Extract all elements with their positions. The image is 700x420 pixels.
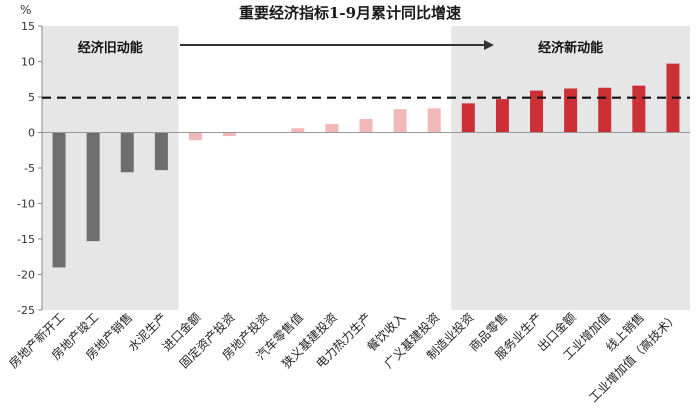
bar — [223, 132, 237, 137]
y-tick-label: 0 — [28, 127, 35, 140]
bar — [291, 128, 305, 133]
bar — [86, 132, 100, 242]
y-tick-label: -5 — [24, 162, 35, 175]
bar — [461, 103, 475, 133]
transition-arrow-head — [484, 40, 494, 50]
bar — [359, 119, 373, 133]
new-momentum-zone — [451, 26, 690, 310]
y-unit-label: % — [20, 3, 32, 17]
bar — [188, 132, 202, 141]
bar — [598, 87, 612, 133]
bar — [427, 108, 441, 133]
bar — [564, 88, 578, 133]
y-tick-label: -20 — [17, 269, 35, 282]
bar — [393, 109, 407, 133]
bar — [154, 132, 168, 171]
y-tick-label: 10 — [21, 56, 35, 69]
y-tick-label: -25 — [17, 304, 35, 317]
y-tick-label: 15 — [21, 20, 35, 33]
new-momentum-label: 经济新动能 — [538, 40, 603, 56]
bar — [325, 123, 339, 133]
y-tick-label: -10 — [17, 198, 35, 211]
y-tick-label: -15 — [17, 233, 35, 246]
old-momentum-label: 经济旧动能 — [78, 40, 143, 56]
bar — [632, 85, 646, 133]
bar — [530, 90, 544, 133]
bar — [120, 132, 134, 173]
chart-title: 重要经济指标1-9月累计同比增速 — [238, 4, 462, 22]
bar — [495, 99, 509, 133]
bar — [52, 132, 66, 268]
y-tick-label: 5 — [28, 91, 35, 104]
